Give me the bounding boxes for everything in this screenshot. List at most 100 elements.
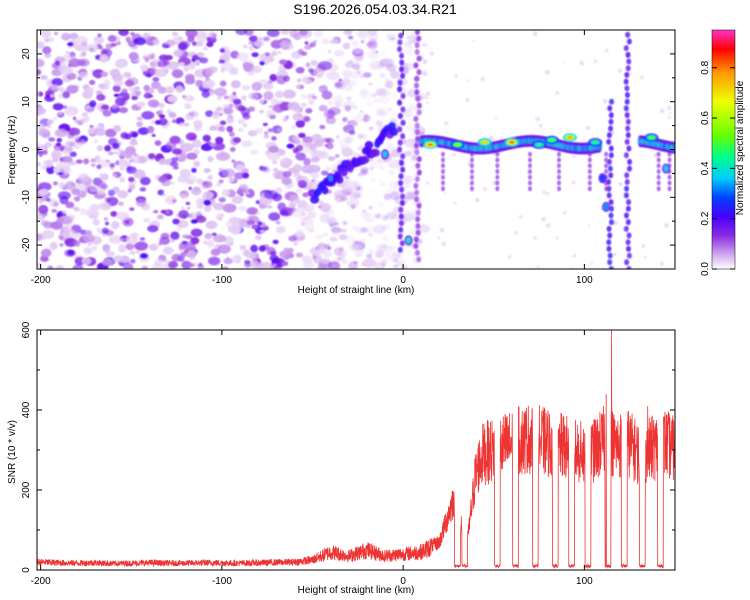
noise-blob <box>375 213 382 219</box>
noise-blob <box>248 92 259 100</box>
noise-blob <box>467 79 470 82</box>
noise-blob <box>205 76 210 81</box>
noise-blob <box>150 81 162 90</box>
noise-blob <box>439 227 445 233</box>
noise-blob <box>207 31 216 38</box>
noise-blob <box>159 109 164 113</box>
noise-blob <box>402 30 411 36</box>
trace-blob <box>623 45 629 52</box>
noise-blob <box>164 260 170 264</box>
noise-blob <box>327 156 336 162</box>
hot-blob <box>663 165 669 172</box>
noise-blob <box>42 229 55 240</box>
y-tick-label: 0 <box>21 567 32 573</box>
noise-blob <box>563 61 566 64</box>
drip-blob <box>441 174 445 180</box>
noise-blob <box>37 233 43 242</box>
noise-blob <box>232 137 242 144</box>
noise-blob <box>231 196 244 204</box>
noise-blob <box>571 180 576 185</box>
noise-blob <box>454 201 457 205</box>
streak-blob <box>390 127 399 136</box>
noise-blob <box>101 183 109 190</box>
noise-blob <box>373 98 379 103</box>
noise-blob <box>93 139 98 144</box>
trace-blob <box>625 125 631 132</box>
snr-axes: -200 -100 0 100 0 200 400 600 <box>21 321 675 587</box>
noise-blob <box>50 221 63 230</box>
noise-blob <box>171 69 184 79</box>
noise-blob <box>93 35 105 45</box>
drip-blob <box>495 174 500 180</box>
trace-blob <box>416 202 422 209</box>
noise-blob <box>384 78 389 82</box>
noise-blob <box>156 214 164 220</box>
noise-blob <box>73 240 81 247</box>
noise-blob <box>302 192 309 198</box>
trace-blob <box>413 182 419 189</box>
noise-blob <box>97 33 102 38</box>
noise-blob <box>353 244 363 252</box>
trace-blob <box>398 213 404 220</box>
trace-blob <box>608 172 614 179</box>
noise-blob <box>232 98 242 105</box>
noise-blob <box>199 31 208 40</box>
noise-blob <box>444 121 449 126</box>
noise-blob <box>275 220 281 225</box>
trace-blob <box>416 102 422 109</box>
noise-blob <box>128 87 134 91</box>
noise-blob <box>310 156 320 163</box>
noise-blob <box>171 253 183 262</box>
noise-blob <box>77 71 89 79</box>
noise-blob <box>183 67 189 72</box>
trace-blob <box>606 239 612 246</box>
noise-blob <box>94 72 102 79</box>
drip-blob <box>667 186 672 192</box>
noise-blob <box>264 52 270 57</box>
noise-blob <box>321 170 329 176</box>
noise-blob <box>277 128 281 132</box>
noise-blob <box>108 235 122 244</box>
noise-blob <box>590 262 594 265</box>
noise-blob <box>56 137 63 143</box>
noise-blob <box>114 72 119 77</box>
noise-blob <box>80 118 86 124</box>
hot-blob <box>382 151 388 158</box>
noise-blob <box>388 169 395 176</box>
noise-blob <box>360 90 373 100</box>
noise-blob <box>352 105 358 110</box>
noise-blob <box>135 90 142 96</box>
noise-blob <box>213 202 225 211</box>
trace-blob <box>624 71 630 78</box>
noise-blob <box>541 216 546 222</box>
noise-blob <box>341 228 347 233</box>
noise-blob <box>204 232 213 240</box>
noise-blob <box>125 242 135 251</box>
drip-blob <box>470 163 474 169</box>
noise-blob <box>118 158 128 166</box>
noise-blob <box>375 120 383 126</box>
noise-blob <box>421 43 428 47</box>
streak-blob <box>339 168 348 177</box>
noise-blob <box>270 39 284 49</box>
trace-blob <box>607 105 613 112</box>
drip-blob <box>557 186 561 192</box>
drip-blob <box>604 151 609 157</box>
noise-blob <box>572 155 576 159</box>
noise-blob <box>326 71 340 81</box>
noise-blob <box>205 110 214 118</box>
trace-blob <box>625 205 631 212</box>
trace-blob <box>625 65 631 72</box>
trace-blob <box>609 98 615 105</box>
trace-blob <box>414 142 420 149</box>
noise-blob <box>351 40 359 47</box>
noise-blob <box>96 227 101 231</box>
noise-blob <box>359 238 366 243</box>
noise-blob <box>158 54 169 61</box>
noise-blob <box>222 168 236 178</box>
noise-blob <box>202 180 213 188</box>
noise-blob <box>153 210 159 214</box>
trace-blob <box>414 89 420 96</box>
noise-blob <box>241 85 251 91</box>
trace-blob <box>414 82 420 89</box>
